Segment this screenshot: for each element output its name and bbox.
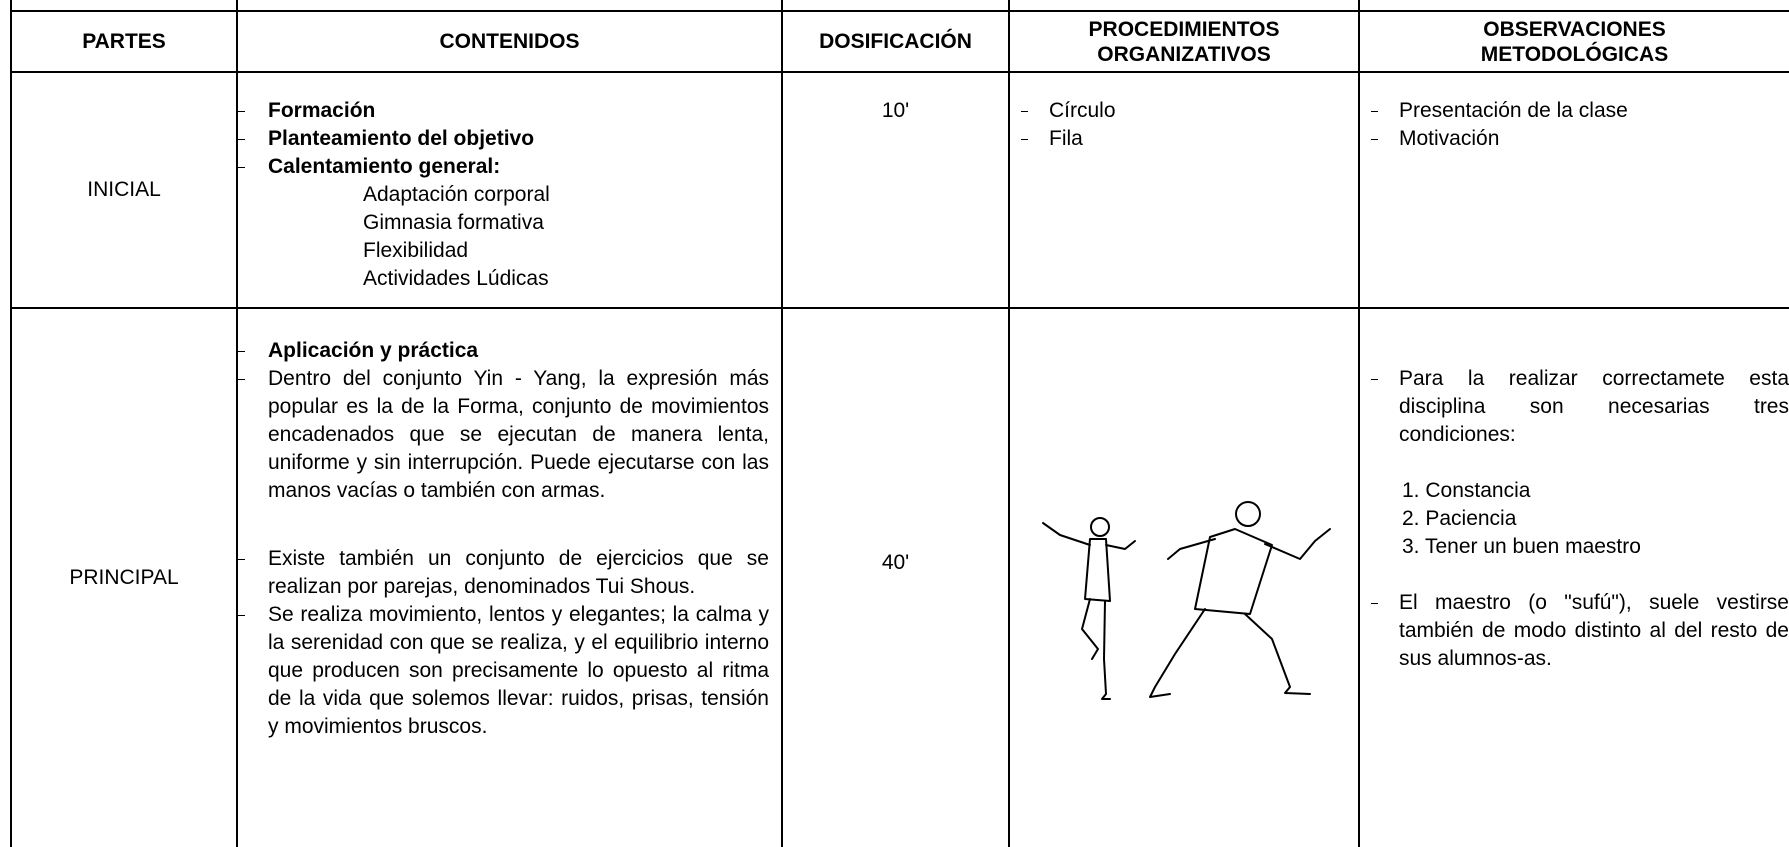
border [781, 0, 783, 847]
sub-item: Actividades Lúdicas [363, 267, 549, 290]
header: PARTES [82, 30, 166, 53]
procedimientos: Círculo Fila [1010, 73, 1358, 307]
figure [1042, 517, 1136, 700]
sub-item: Flexibilidad [363, 239, 469, 262]
step: 2. Paciencia [1402, 507, 1517, 530]
item: Presentación de la clase [1360, 97, 1789, 125]
sub-item: Adaptación corporal [363, 183, 550, 206]
item: Fila [1010, 125, 1358, 153]
observaciones: Para la realizar correctamete esta disci… [1360, 309, 1789, 847]
step: 1. Constancia [1402, 479, 1531, 502]
border [11, 10, 1789, 12]
border [1008, 0, 1010, 847]
border [11, 307, 1789, 309]
figure [1149, 501, 1331, 698]
item: Calentamiento general: [238, 153, 781, 181]
item: Círculo [1010, 97, 1358, 125]
paragraph: Para la realizar correctamete esta disci… [1360, 365, 1789, 449]
border [11, 71, 1789, 73]
sub-item: Gimnasia formativa [363, 211, 544, 234]
paragraph: Dentro del conjunto Yin - Yang, la expre… [238, 365, 769, 505]
tai-chi-illustration [1042, 501, 1331, 700]
contenidos: Formación Planteamiento del objetivo Cal… [238, 73, 781, 307]
dosificacion: 40' [881, 551, 910, 574]
step: 3. Tener un buen maestro [1402, 535, 1641, 558]
item: Formación [238, 97, 781, 125]
border [236, 0, 238, 847]
item: Planteamiento del objetivo [238, 125, 781, 153]
dosificacion: 10' [881, 99, 910, 122]
parte: PRINCIPAL [69, 566, 179, 589]
illustration-cell [1010, 309, 1358, 847]
header: OBSERVACIONES METODOLÓGICAS [1480, 17, 1669, 66]
item: Motivación [1360, 125, 1789, 153]
border [1358, 0, 1360, 847]
contenidos: Aplicación y práctica Dentro del conjunt… [238, 309, 769, 847]
paragraph: Existe también un conjunto de ejercicios… [238, 545, 769, 601]
header: DOSIFICACIÓN [819, 30, 972, 53]
paragraph: Se realiza movimiento, lentos y elegante… [238, 601, 769, 741]
item: Aplicación y práctica [238, 337, 769, 365]
header: CONTENIDOS [439, 30, 580, 53]
parte: INICIAL [87, 178, 161, 201]
border [10, 0, 12, 847]
paragraph: El maestro (o "sufú"), suele vestirse ta… [1360, 589, 1789, 673]
header: PROCEDIMIENTOS ORGANIZATIVOS [1088, 17, 1280, 66]
observaciones: Presentación de la clase Motivación [1360, 73, 1789, 307]
